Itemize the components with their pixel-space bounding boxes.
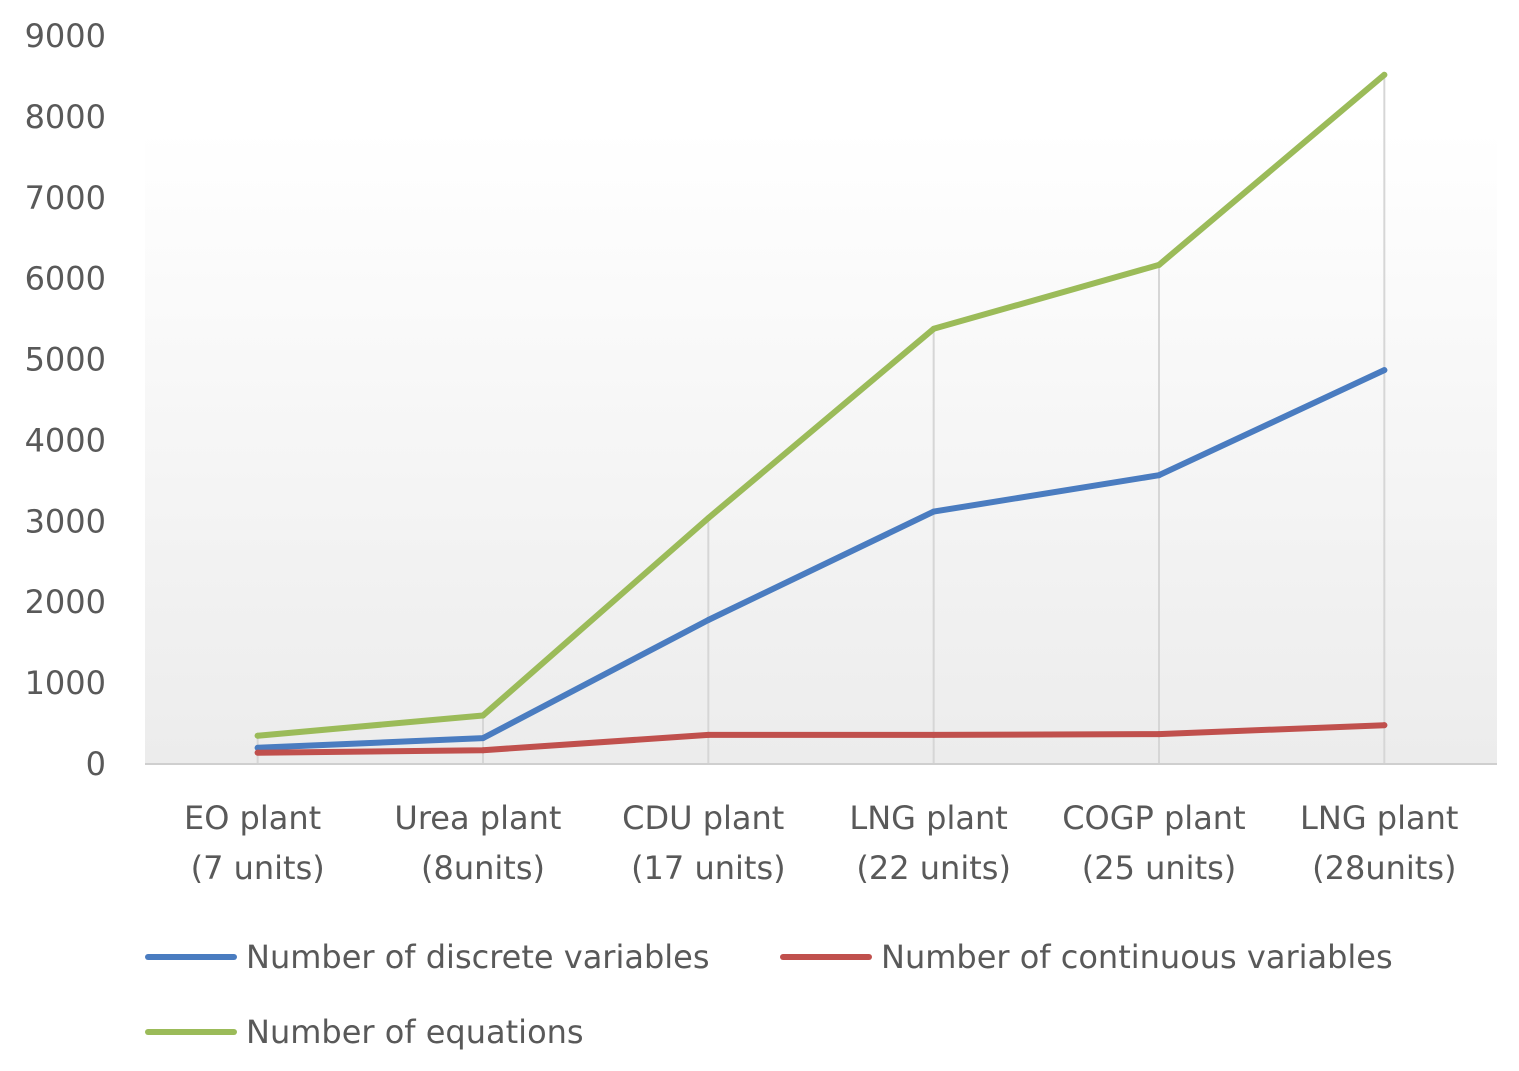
- legend-item: Number of discrete variables: [145, 938, 710, 976]
- y-tick-label: 8000: [25, 98, 106, 136]
- data-point: [1381, 722, 1388, 729]
- data-point: [705, 515, 712, 522]
- y-tick-label: 7000: [25, 179, 106, 217]
- series-group: [254, 71, 1388, 756]
- y-tick-label: 2000: [25, 583, 106, 621]
- data-point: [480, 735, 486, 742]
- y-tick-label: 6000: [25, 260, 106, 298]
- drop-lines-group: [256, 74, 1386, 764]
- legend-label: Number of continuous variables: [881, 938, 1393, 976]
- legend-item: Number of continuous variables: [780, 938, 1393, 976]
- data-point: [930, 731, 937, 738]
- data-point: [1156, 261, 1162, 268]
- data-point: [930, 508, 937, 515]
- y-tick-label: 4000: [25, 421, 106, 459]
- data-point: [1381, 367, 1388, 374]
- plot-area: [145, 18, 1497, 764]
- series-line: [254, 367, 1388, 751]
- x-tick-label: LNG plant (28units): [1300, 799, 1469, 887]
- legend-label: Number of discrete variables: [246, 938, 710, 976]
- data-point: [1156, 472, 1162, 479]
- data-point: [480, 712, 486, 719]
- y-tick-label: 1000: [25, 664, 106, 702]
- data-point: [1381, 71, 1388, 78]
- data-point: [705, 731, 712, 738]
- y-tick-label: 0: [86, 745, 106, 783]
- x-tick-label: CDU plant (17 units): [622, 799, 794, 887]
- axes-group: 0 1000 2000 3000 4000 5000 6000 7000 8000 9000 EO …: [25, 17, 1497, 887]
- series-line: [254, 722, 1388, 756]
- data-point: [254, 732, 261, 739]
- data-point: [1156, 731, 1162, 738]
- data-point: [930, 325, 937, 332]
- y-tick-label: 5000: [25, 341, 106, 379]
- legend: Number of discrete variables Number of co…: [145, 938, 1393, 1051]
- x-tick-label: EO plant (7 units): [184, 799, 331, 887]
- plot-background: [145, 18, 1497, 764]
- data-point: [705, 617, 712, 624]
- x-tick-label: LNG plant (22 units): [849, 799, 1018, 887]
- y-tick-label: 9000: [25, 17, 106, 55]
- data-point: [254, 744, 261, 751]
- data-point: [480, 747, 486, 754]
- x-tick-label: Urea plant (8units): [394, 799, 571, 887]
- data-point: [254, 749, 261, 756]
- legend-item: Number of equations: [145, 1013, 584, 1051]
- x-tick-label: COGP plant (25 units): [1062, 799, 1256, 887]
- legend-label: Number of equations: [246, 1013, 584, 1051]
- y-tick-label: 3000: [25, 502, 106, 540]
- series-line: [254, 71, 1388, 739]
